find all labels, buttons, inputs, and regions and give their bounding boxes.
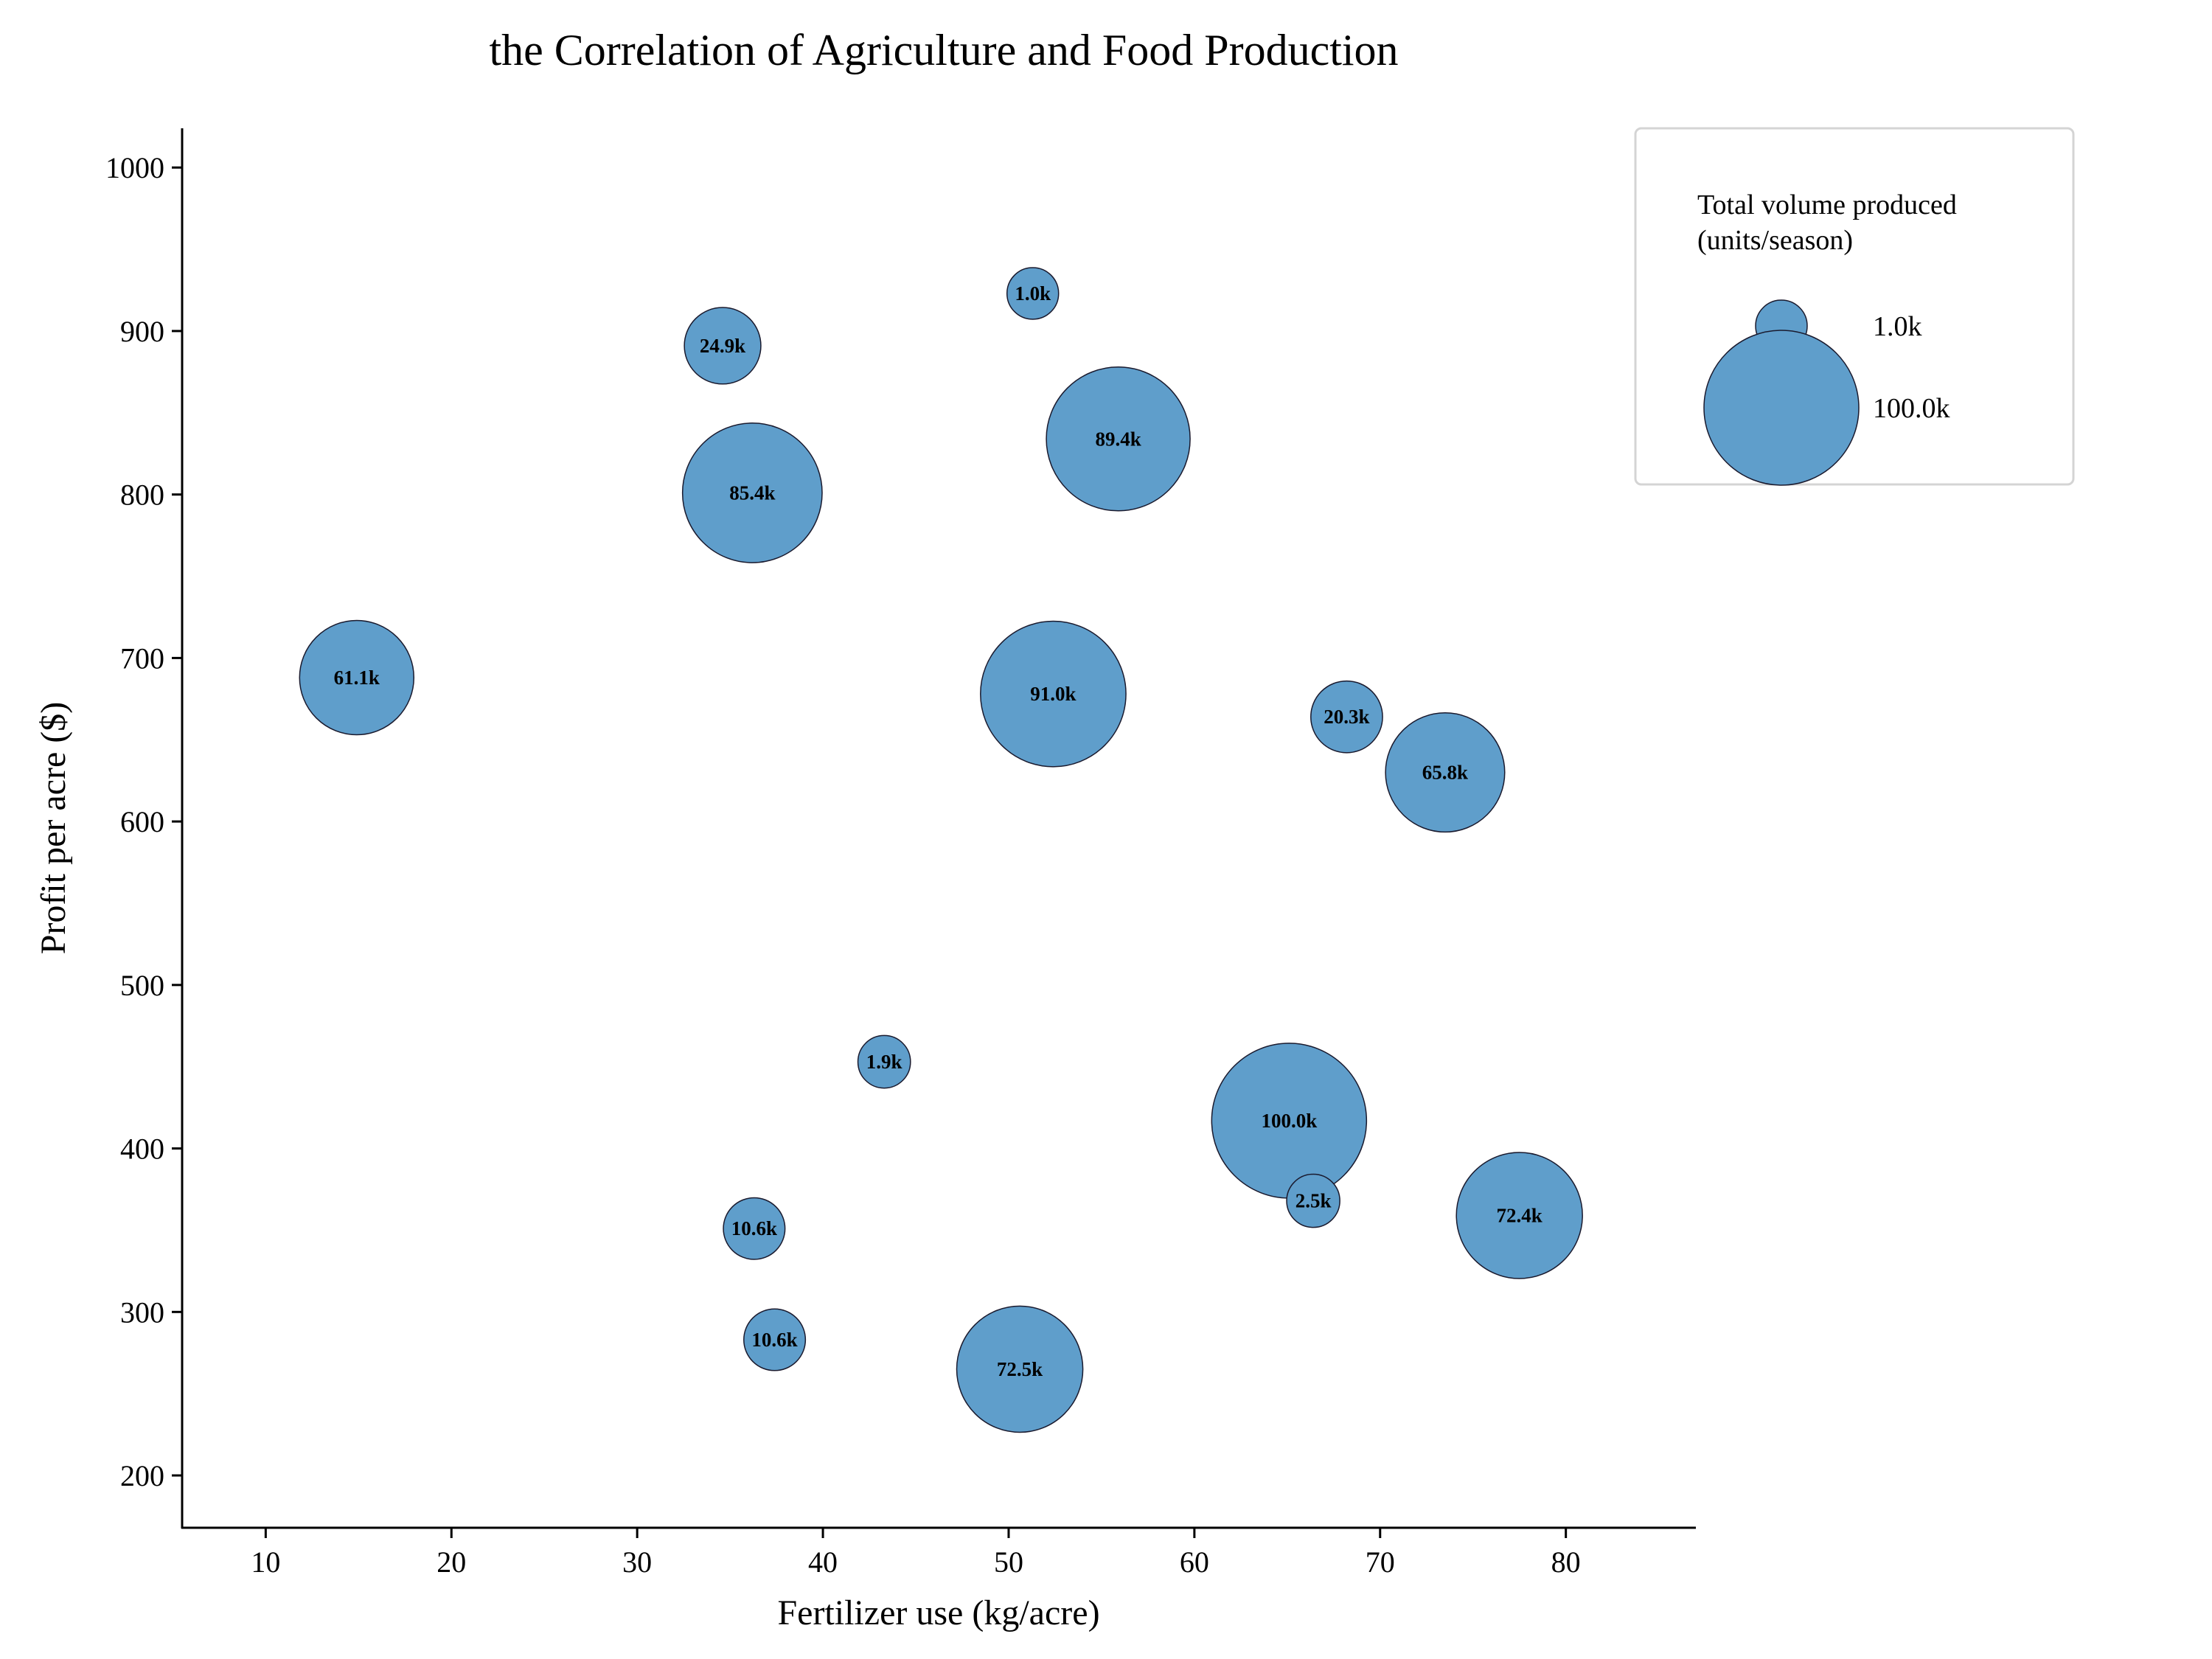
bubble-data-label: 89.4k [1095,428,1141,450]
x-axis-ticks: 10 20 30 40 50 60 70 80 [251,1528,1581,1579]
x-tick-label: 10 [251,1545,280,1579]
bubble-data-label: 24.9k [700,335,745,357]
legend-title-line-1: Total volume produced [1697,189,1957,220]
bubble-point: 10.6k [723,1197,786,1260]
y-axis-label: Profit per acre ($) [34,702,73,955]
bubble-point: 1.0k [1006,267,1060,320]
bubble-point: 72.4k [1455,1152,1583,1279]
bubble-series: 1.0k 24.9k 89.4k 85.4k 61.1k 91.0k 20.3k 65.8k 1… [299,267,1583,1433]
bubble-marker [684,307,762,385]
y-tick-label: 900 [120,315,164,348]
bubble-marker [681,422,823,563]
bubble-data-label: 2.5k [1295,1190,1332,1212]
legend-size-marker [1703,330,1860,486]
bubble-point: 91.0k [980,620,1127,768]
x-tick-label: 40 [808,1545,838,1579]
bubble-point: 2.5k [1286,1173,1340,1228]
bubble-data-label: 72.4k [1497,1204,1543,1226]
y-tick-label: 1000 [105,151,164,184]
bubble-data-label: 85.4k [729,481,775,504]
bubble-data-label: 91.0k [1030,683,1076,705]
bubble-marker [1455,1152,1583,1279]
x-tick-label: 20 [437,1545,466,1579]
bubble-marker [1310,680,1383,754]
y-tick-label: 200 [120,1459,164,1492]
bubble-point: 85.4k [681,422,823,563]
bubble-data-label: 1.0k [1015,282,1051,305]
y-tick-label: 600 [120,805,164,838]
bubble-point: 20.3k [1310,680,1383,754]
bubble-point: 89.4k [1046,366,1191,512]
bubble-point: 24.9k [684,307,762,385]
bubble-point: 1.9k [857,1034,911,1089]
bubble-marker [299,619,415,736]
bubble-marker [956,1305,1084,1433]
bubble-marker [1286,1173,1340,1228]
x-tick-label: 70 [1366,1545,1395,1579]
legend-entry-label: 1.0k [1873,311,1922,342]
bubble-data-label: 10.6k [751,1329,797,1351]
legend-entry: 100.0k [1703,330,1950,486]
y-axis-ticks: 200 300 400 500 600 700 800 900 1000 [105,151,182,1492]
bubble-marker [857,1034,911,1089]
legend-entries: 1.0k 100.0k [1703,299,1950,486]
bubble-data-label: 1.9k [866,1051,902,1073]
bubble-data-label: 61.1k [334,667,380,689]
x-tick-label: 30 [622,1545,652,1579]
bubble-marker [1385,712,1506,833]
x-tick-label: 80 [1551,1545,1581,1579]
bubble-data-label: 20.3k [1324,706,1369,728]
y-tick-label: 800 [120,479,164,512]
bubble-marker [1006,267,1060,320]
y-tick-label: 300 [120,1295,164,1329]
x-axis-label: Fertilizer use (kg/acre) [777,1593,1099,1632]
y-tick-label: 700 [120,641,164,675]
legend: Total volume produced (units/season) 1.0… [1634,127,2075,486]
bubble-data-label: 100.0k [1261,1110,1317,1132]
y-tick-label: 500 [120,969,164,1002]
chart-title: the Correlation of Agriculture and Food … [489,26,1398,74]
y-tick-label: 400 [120,1133,164,1166]
bubble-point: 72.5k [956,1305,1084,1433]
legend-entry-label: 100.0k [1873,393,1950,424]
bubble-data-label: 72.5k [997,1358,1043,1380]
bubble-point: 65.8k [1385,712,1506,833]
bubble-data-label: 65.8k [1422,762,1468,784]
x-tick-label: 50 [994,1545,1023,1579]
bubble-point: 61.1k [299,619,415,736]
bubble-marker [723,1197,786,1260]
bubble-marker [1046,366,1191,512]
bubble-marker [743,1308,807,1371]
bubble-point: 10.6k [743,1308,807,1371]
legend-title-line-2: (units/season) [1697,225,1853,256]
bubble-point: 100.0k [1211,1043,1368,1199]
x-tick-label: 60 [1180,1545,1209,1579]
bubble-marker [980,620,1127,768]
bubble-data-label: 10.6k [731,1217,777,1239]
